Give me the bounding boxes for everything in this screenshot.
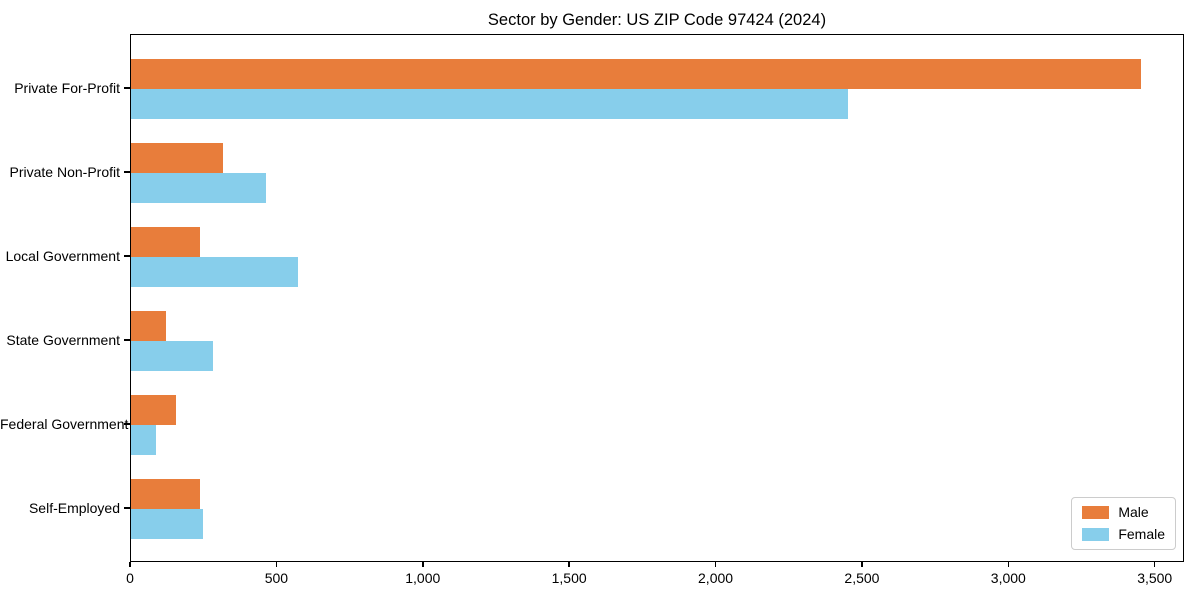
x-tick-label: 1,500 [551, 570, 587, 586]
x-tick-mark [861, 562, 863, 567]
legend-label-male: Male [1118, 504, 1149, 520]
bar-male-state-government [131, 311, 167, 341]
bar-male-local-government [131, 227, 200, 257]
y-tick-label: Federal Government [0, 416, 129, 432]
y-tick-label: State Government [6, 332, 120, 348]
x-tick-label: 0 [126, 570, 134, 586]
legend-item-female: Female [1082, 527, 1165, 542]
legend-item-male: Male [1082, 505, 1165, 520]
legend-swatch-female-icon [1082, 528, 1110, 541]
legend: Male Female [1071, 497, 1176, 550]
x-tick-label: 3,000 [990, 570, 1026, 586]
bar-female-state-government [131, 341, 213, 371]
bar-male-private-non-profit [131, 143, 224, 173]
legend-swatch-male-icon [1082, 506, 1110, 519]
x-tick-label: 1,000 [405, 570, 441, 586]
y-tick-mark [124, 507, 130, 509]
y-tick-label: Local Government [5, 248, 120, 264]
y-tick-label: Private Non-Profit [9, 164, 120, 180]
plot-area: Male Female [130, 34, 1184, 562]
bar-female-private-for-profit [131, 89, 849, 119]
y-tick-mark [124, 339, 130, 341]
chart-title: Sector by Gender: US ZIP Code 97424 (202… [487, 11, 827, 29]
y-tick-label: Private For-Profit [14, 80, 120, 96]
bar-male-federal-government [131, 395, 177, 425]
y-tick-mark [124, 423, 130, 425]
bar-female-local-government [131, 257, 298, 287]
y-tick-mark [124, 255, 130, 257]
legend-label-female: Female [1118, 526, 1165, 542]
y-tick-mark [124, 87, 130, 89]
x-tick-mark [714, 562, 717, 567]
x-tick-mark [1007, 562, 1010, 567]
x-tick-label: 2,000 [698, 570, 734, 586]
x-tick-label: 500 [264, 570, 289, 586]
y-tick-mark [124, 171, 130, 173]
bar-male-self-employed [131, 479, 200, 509]
bar-female-private-non-profit [131, 173, 266, 203]
x-tick-mark [568, 562, 570, 567]
x-tick-label: 2,500 [844, 570, 880, 586]
bar-male-private-for-profit [131, 59, 1142, 89]
bar-female-self-employed [131, 509, 203, 539]
x-tick-mark [1153, 562, 1156, 567]
x-tick-mark [275, 562, 278, 567]
x-tick-mark [129, 562, 131, 567]
bar-female-federal-government [131, 425, 156, 455]
y-tick-label: Self-Employed [28, 500, 120, 516]
x-tick-mark [422, 562, 424, 567]
x-tick-label: 3,500 [1137, 570, 1173, 586]
